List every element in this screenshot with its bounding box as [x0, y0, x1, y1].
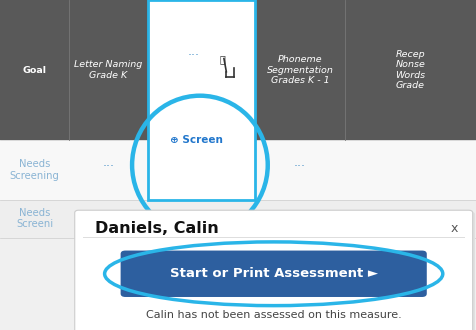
FancyBboxPatch shape	[75, 210, 473, 330]
FancyBboxPatch shape	[0, 200, 476, 238]
Text: Letter Sounds
Grades K - 1: Letter Sounds Grades K - 1	[168, 60, 234, 80]
Text: ⊕ Screen: ⊕ Screen	[170, 135, 223, 145]
Text: Letter Naming
Grade K: Letter Naming Grade K	[74, 60, 142, 80]
Text: Calin has not been assessed on this measure.: Calin has not been assessed on this meas…	[146, 310, 402, 320]
Text: Daniels, Calin: Daniels, Calin	[95, 220, 219, 236]
Text: ···: ···	[188, 50, 200, 62]
Text: Needs
Screening: Needs Screening	[10, 159, 60, 181]
Text: Start or Print Assessment ►: Start or Print Assessment ►	[169, 267, 378, 280]
FancyBboxPatch shape	[0, 140, 476, 200]
Text: ···: ···	[102, 160, 114, 173]
Text: ···: ···	[294, 160, 306, 173]
Text: Goal: Goal	[22, 66, 47, 75]
FancyBboxPatch shape	[77, 212, 475, 330]
FancyBboxPatch shape	[148, 0, 255, 200]
FancyBboxPatch shape	[120, 250, 427, 297]
FancyBboxPatch shape	[0, 0, 476, 140]
Text: 𝓡: 𝓡	[219, 54, 226, 64]
Text: Needs
Screeni: Needs Screeni	[16, 208, 53, 229]
Text: Phoneme
Segmentation
Grades K - 1: Phoneme Segmentation Grades K - 1	[267, 55, 333, 85]
Text: Recep
Nonse
Words
Grade: Recep Nonse Words Grade	[396, 50, 426, 90]
Text: x: x	[451, 221, 458, 235]
